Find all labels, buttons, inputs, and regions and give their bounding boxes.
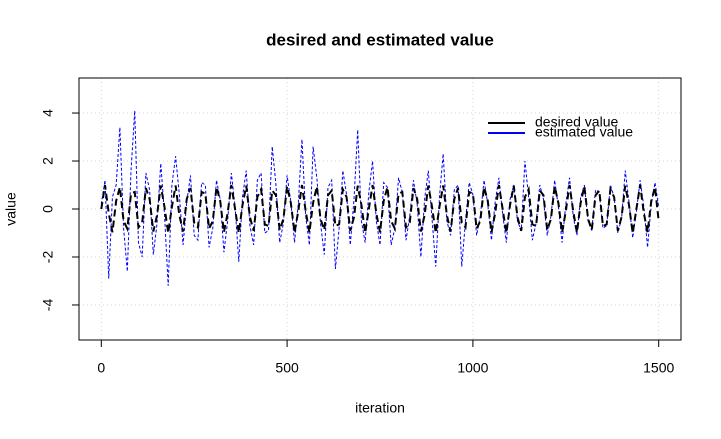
y-tick-label: 2 [40, 157, 56, 165]
plot-frame [78, 77, 682, 341]
legend-label: desired value [535, 114, 618, 130]
x-tick-label: 0 [97, 360, 105, 376]
x-tick-label: 1500 [643, 360, 674, 376]
y-tick-label: -2 [40, 251, 56, 264]
x-axis-label: iteration [355, 400, 405, 416]
chart-title: desired and estimated value [266, 30, 494, 49]
y-tick-label: 4 [40, 109, 56, 117]
x-tick-label: 500 [275, 360, 299, 376]
legend-label: estimated value [535, 124, 633, 140]
series-line [100, 184, 660, 234]
x-tick-label: 1000 [457, 360, 488, 376]
y-axis-label: value [3, 192, 19, 226]
y-tick-label: -4 [40, 299, 56, 312]
y-tick-label: 0 [40, 205, 56, 213]
